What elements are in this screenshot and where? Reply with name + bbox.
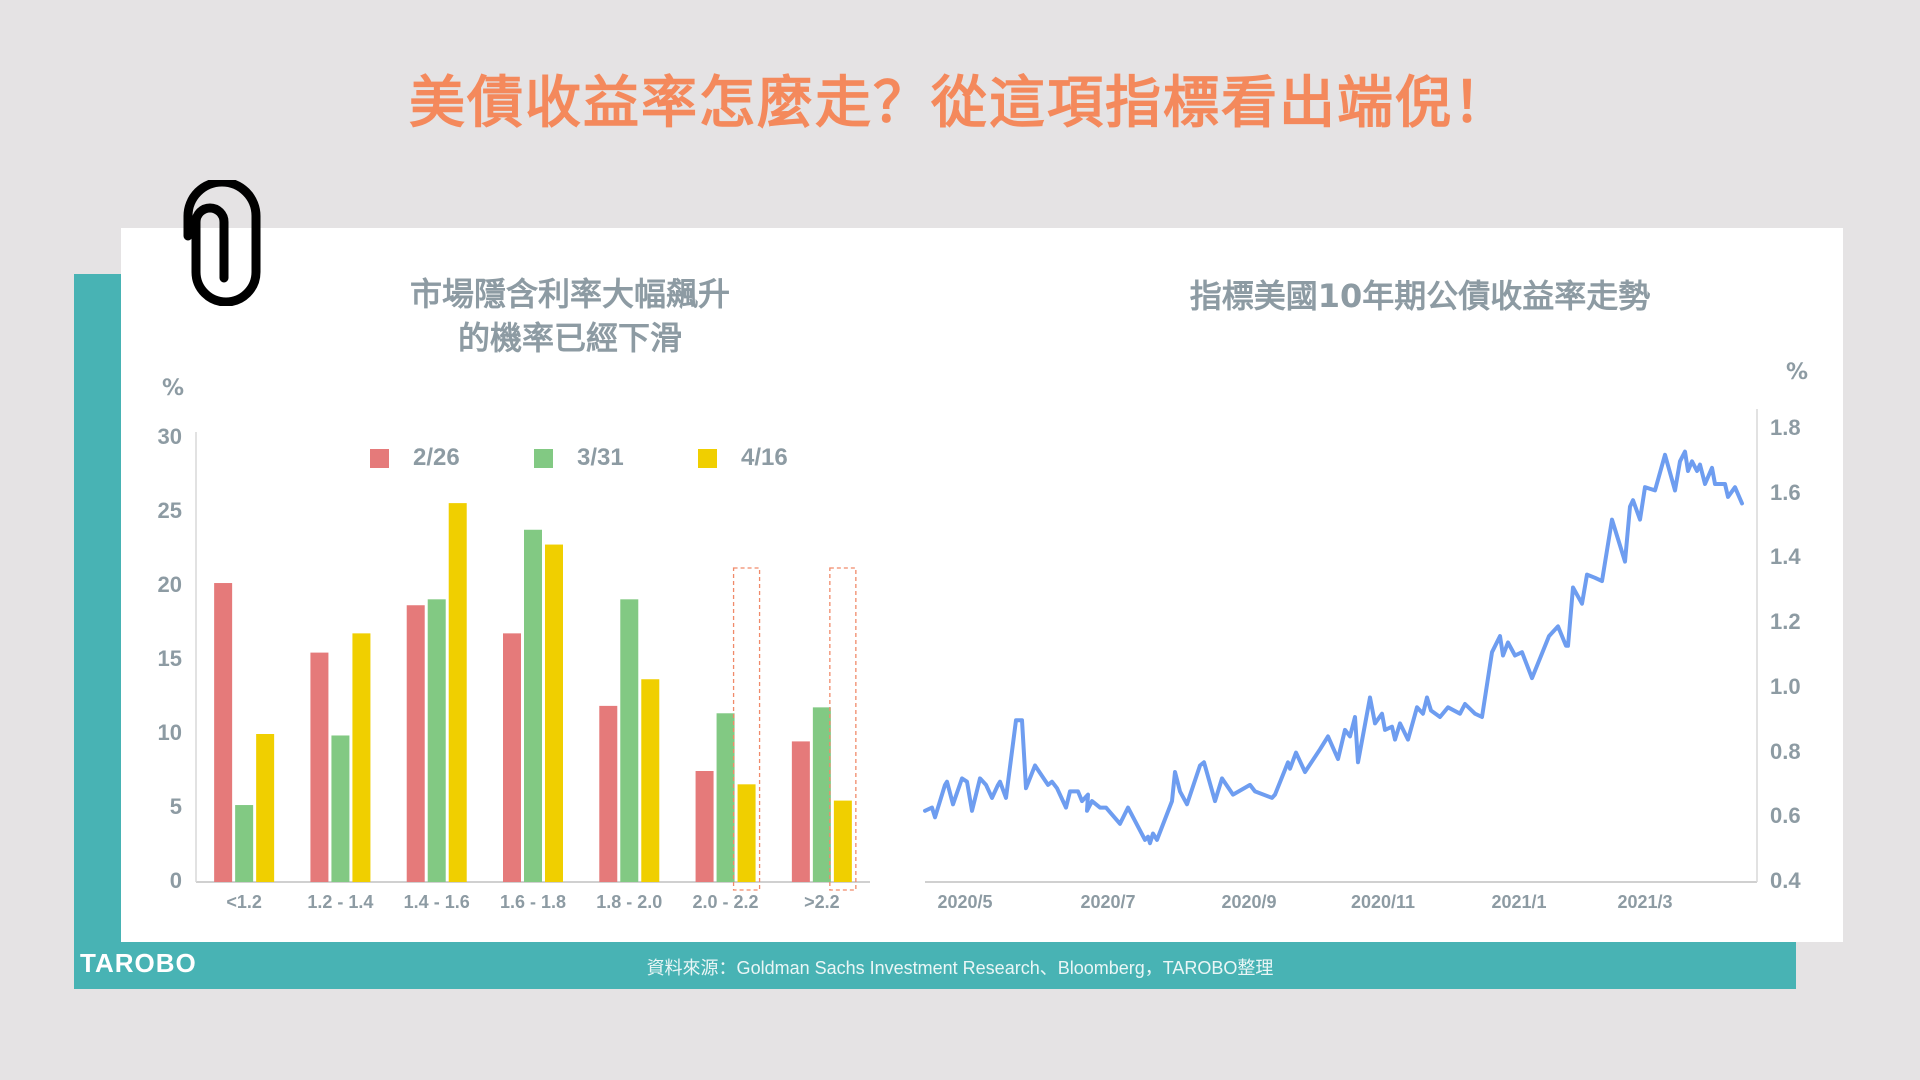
line-x-tick: 2020/11 (1350, 892, 1416, 912)
legend-label: 2/26 (413, 444, 460, 471)
bar (524, 529, 542, 882)
bar-x-tick: 1.4 - 1.6 (403, 892, 470, 912)
bar-y-tick: 5 (169, 794, 182, 819)
bar-x-tick: 1.8 - 2.0 (596, 892, 663, 912)
bar (427, 599, 446, 882)
line-y-tick: 0.6 (1770, 803, 1801, 829)
bar (620, 599, 639, 882)
legend-item: 2/26 (370, 444, 534, 472)
highlight-box (732, 567, 761, 891)
bar-y-tick: 25 (157, 498, 182, 523)
line-y-tick: 1.6 (1770, 479, 1801, 505)
bar-x-tick: 1.6 - 1.8 (499, 892, 567, 912)
line-y-tick: 1.4 (1770, 544, 1801, 570)
bar (716, 713, 735, 882)
line-x-tick: 2021/1 (1491, 892, 1547, 912)
yield-line (923, 449, 1744, 846)
bar-y-tick: 0 (169, 868, 182, 893)
bar (406, 605, 425, 882)
line-y-tick: 0.4 (1770, 868, 1801, 893)
legend-swatch-3-31 (534, 448, 553, 468)
bar (812, 707, 831, 882)
bar-legend: 2/26 3/31 4/16 (370, 444, 862, 472)
bar-y-tick: 15 (157, 646, 182, 671)
bar-x-tick: >2.2 (804, 892, 840, 912)
bar-y-tick: 10 (157, 720, 182, 745)
bar-y-tick: 20 (157, 572, 182, 597)
bar-chart-title-line2: 的機率已經下滑 (457, 319, 682, 357)
line-y-tick: 1.8 (1770, 414, 1801, 440)
bar (599, 705, 618, 882)
bar (331, 735, 350, 882)
highlight-box (829, 567, 857, 891)
bar-chart-title: 市場隱含利率大幅飆升 的機率已經下滑 (330, 272, 810, 360)
legend-swatch-2-26 (370, 448, 389, 468)
bar (503, 633, 521, 882)
footer-bar (74, 942, 1796, 989)
bar-x-tick: 2.0 - 2.2 (692, 892, 759, 912)
line-y-unit: % (1786, 360, 1809, 385)
bar (310, 652, 329, 882)
bar-chart-title-line1: 市場隱含利率大幅飆升 (409, 275, 730, 313)
bar (214, 583, 233, 882)
bar (833, 800, 852, 882)
line-chart-title: 指標美國10年期公債收益率走勢 (1189, 277, 1651, 315)
bar (791, 741, 810, 882)
line-x-tick: 2020/7 (1080, 892, 1136, 912)
bar (737, 784, 756, 882)
legend-swatch-4-16 (698, 448, 717, 468)
paperclip-icon (183, 180, 261, 306)
legend-label: 3/31 (577, 444, 624, 471)
legend-item: 3/31 (534, 444, 698, 472)
bar (235, 805, 254, 882)
legend-item: 4/16 (698, 444, 862, 472)
bar-y-unit: % (162, 376, 185, 401)
source-note: 資料來源：Goldman Sachs Investment Research、B… (646, 958, 1274, 978)
bar (352, 633, 371, 882)
bar (695, 771, 714, 882)
bar-y-tick: 30 (157, 424, 182, 449)
bar (448, 503, 467, 882)
line-x-tick: 2020/9 (1221, 892, 1277, 912)
bar (256, 734, 275, 882)
line-y-tick: 0.8 (1770, 738, 1801, 764)
bar (641, 679, 660, 882)
line-y-tick: 1.0 (1770, 673, 1801, 699)
line-y-tick: 1.2 (1770, 609, 1801, 635)
page-title: 美債收益率怎麼走？從這項指標看出端倪！ (409, 71, 1511, 136)
bar (545, 544, 563, 882)
bar-x-tick: <1.2 (226, 892, 262, 912)
bar-x-tick: 1.2 - 1.4 (307, 892, 374, 912)
line-x-tick: 2020/5 (937, 892, 993, 912)
tarobo-logo: TAROBO (80, 948, 197, 978)
line-x-tick: 2021/3 (1617, 892, 1673, 912)
legend-label: 4/16 (741, 444, 788, 471)
